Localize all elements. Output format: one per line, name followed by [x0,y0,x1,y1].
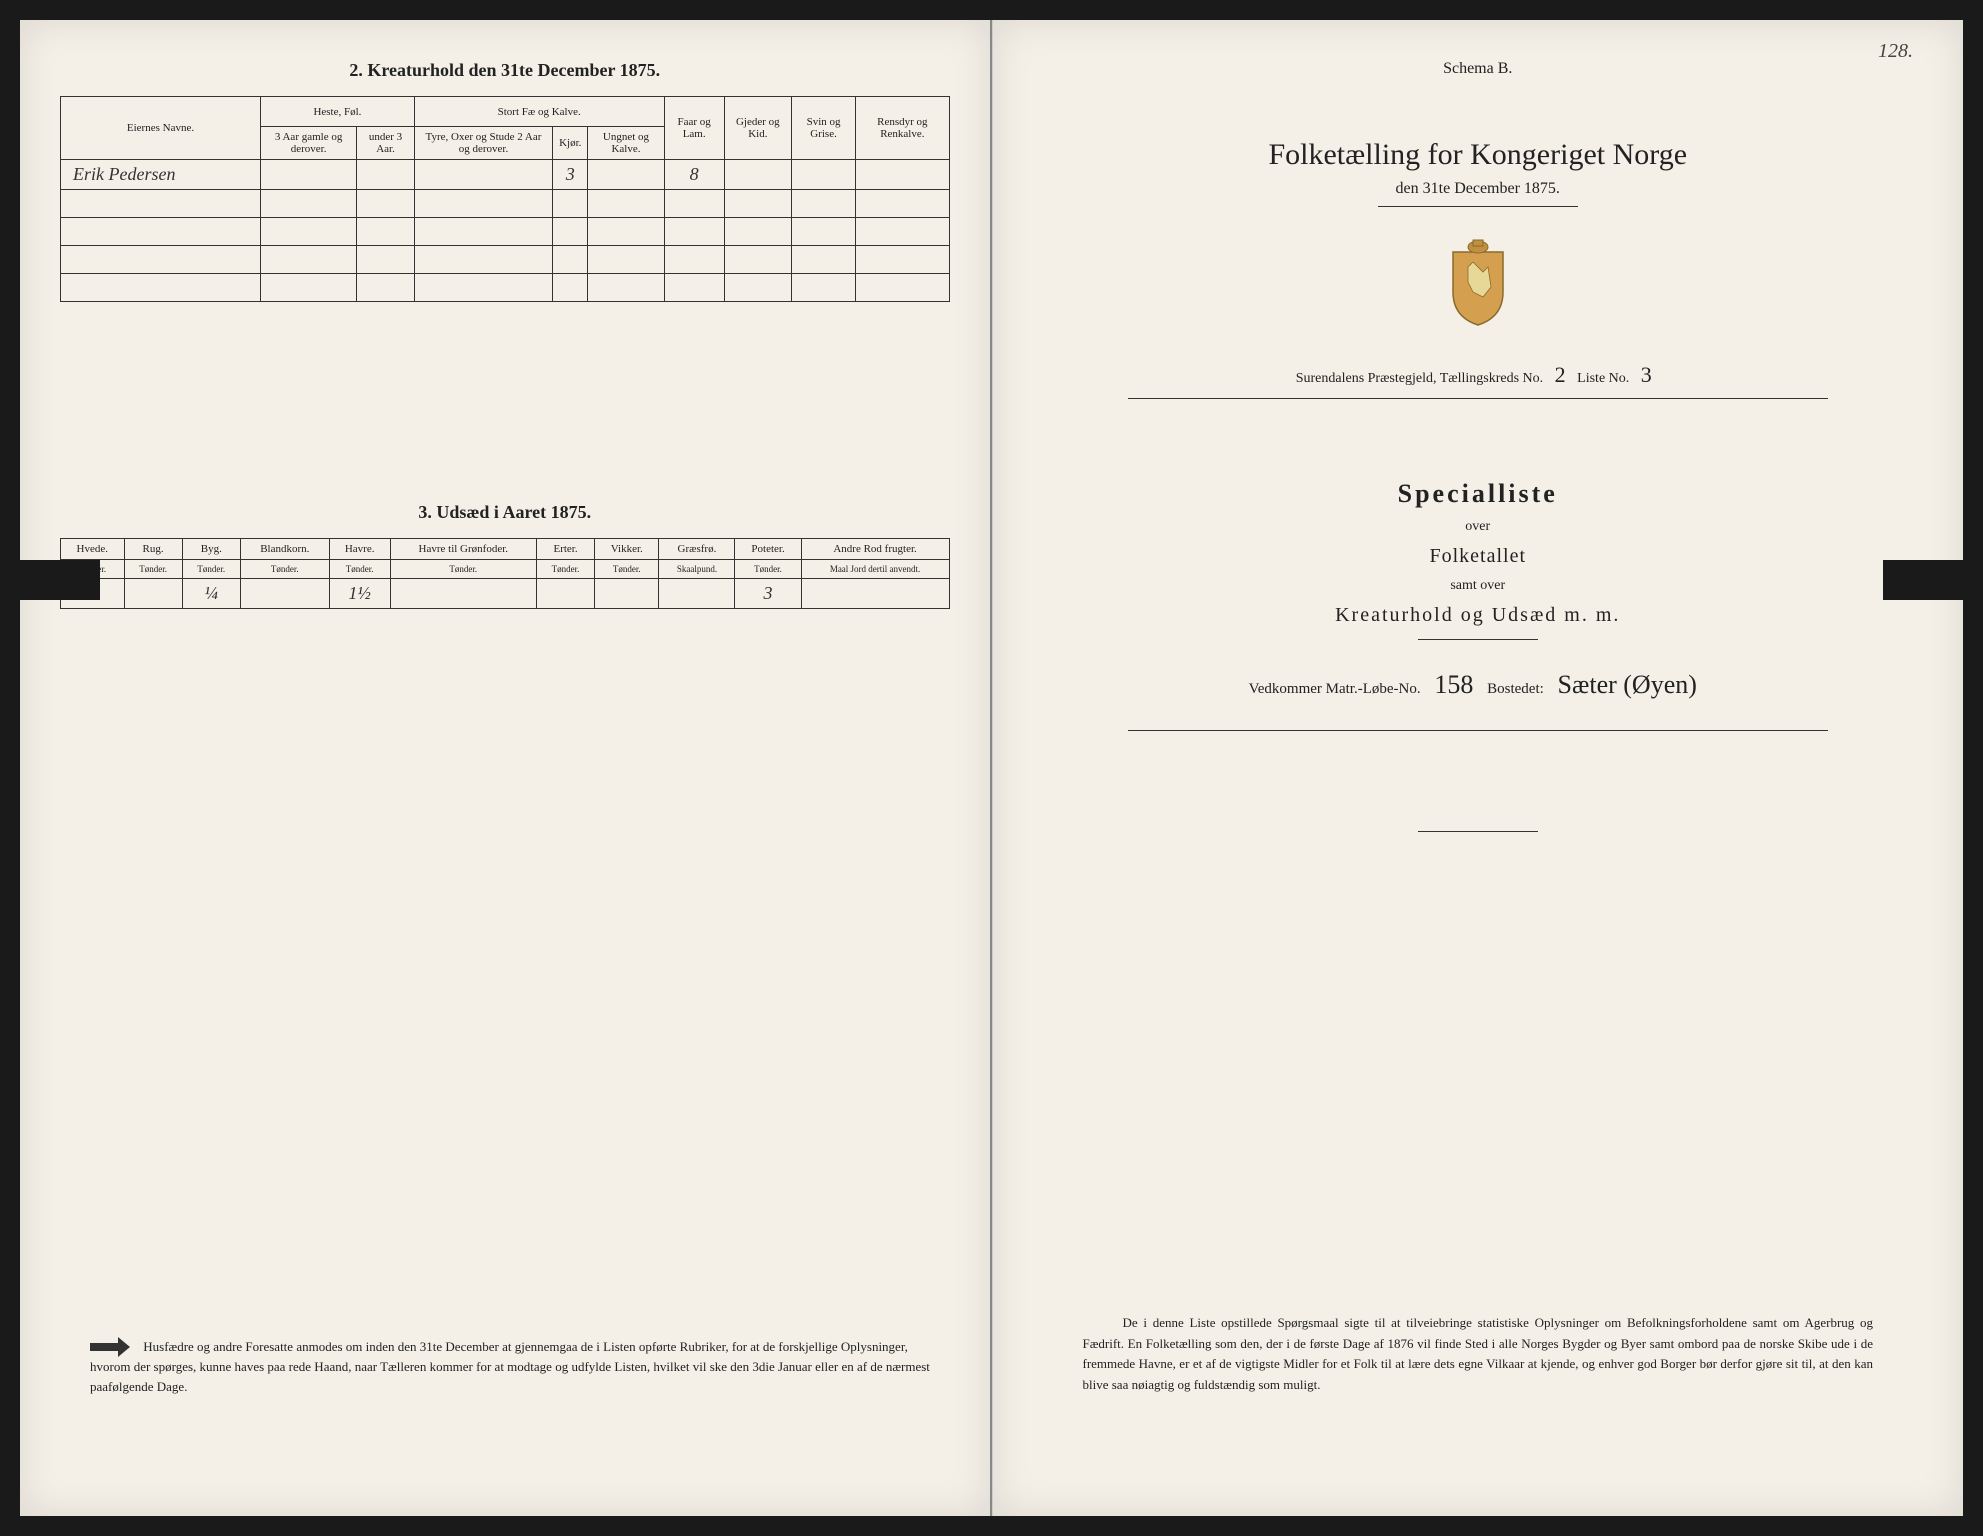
th-andre: Andre Rod frugter. [801,539,949,560]
page-number: 128. [1878,40,1913,63]
divider [1418,831,1538,832]
th-stort-sub3: Ungnet og Kalve. [588,127,664,160]
book-spread: 2. Kreaturhold den 31te December 1875. E… [20,20,1963,1516]
livestock-table: Eiernes Navne. Heste, Føl. Stort Fæ og K… [60,96,950,302]
cell [588,160,664,190]
seed-section: 3. Udsæd i Aaret 1875. Hvede. Rug. Byg. … [60,502,950,609]
cell-kjor: 3 [553,160,588,190]
samt-over: samt over [1033,578,1924,594]
divider [1418,639,1538,640]
table-row: Erik Pedersen 3 8 [61,160,950,190]
sub-tonder: Tønder. [536,560,594,579]
section3-title: 3. Udsæd i Aaret 1875. [60,502,950,523]
cell [659,579,735,609]
cell [124,579,182,609]
table-row [61,246,950,274]
bostedet: Sæter (Øyen) [1558,670,1697,699]
seed-table: Hvede. Rug. Byg. Blandkorn. Havre. Havre… [60,538,950,609]
folketallet: Folketallet [1033,545,1924,568]
footer-text: De i denne Liste opstillede Spørgsmaal s… [1083,1313,1874,1396]
vedkommer-line: Vedkommer Matr.-Løbe-No. 158 Bostedet: S… [1033,670,1924,700]
sub-tonder: Tønder. [329,560,390,579]
binding-clip-left [20,560,100,600]
th-gjeder: Gjeder og Kid. [724,97,791,160]
cell [724,160,791,190]
cell [357,160,415,190]
th-havre: Havre. [329,539,390,560]
sub-tonder: Tønder. [124,560,182,579]
th-heste-sub2: under 3 Aar. [357,127,415,160]
binding-clip-right [1883,560,1963,600]
kreatur-line: Kreaturhold og Udsæd m. m. [1033,604,1924,627]
main-title: Folketælling for Kongeriget Norge [1033,138,1924,172]
th-svin: Svin og Grise. [791,97,855,160]
th-stort-sub1: Tyre, Oxer og Stude 2 Aar og derover. [414,127,552,160]
sub-tonder: Tønder. [735,560,801,579]
cell-owner: Erik Pedersen [61,160,261,190]
th-stort-sub2: Kjør. [553,127,588,160]
cell [390,579,536,609]
th-vikker: Vikker. [595,539,659,560]
divider [1378,206,1578,207]
th-owner: Eiernes Navne. [61,97,261,160]
vedkommer-label: Vedkommer Matr.-Løbe-No. [1249,681,1421,697]
cell [414,160,552,190]
district-no: 2 [1555,362,1566,387]
table-row: ¼ 1½ 3 [61,579,950,609]
cell-poteter: 3 [735,579,801,609]
sub-tonder: Tønder. [240,560,329,579]
cell [595,579,659,609]
th-stort: Stort Fæ og Kalve. [414,97,664,127]
schema-label: Schema B. [1033,60,1924,78]
district-line: Surendalens Præstegjeld, Tællingskreds N… [1033,362,1924,388]
cell [856,160,949,190]
th-erter: Erter. [536,539,594,560]
cell [261,160,357,190]
th-heste: Heste, Føl. [261,97,415,127]
left-page: 2. Kreaturhold den 31te December 1875. E… [20,20,992,1516]
th-heste-sub1: 3 Aar gamle og derover. [261,127,357,160]
liste-no: 3 [1641,362,1652,387]
matr-no: 158 [1434,670,1473,699]
left-footer-note: Husfædre og andre Foresatte anmodes om i… [90,1337,940,1396]
th-havre-gron: Havre til Grønfoder. [390,539,536,560]
th-blandkorn: Blandkorn. [240,539,329,560]
sub-tonder: Tønder. [182,560,240,579]
th-hvede: Hvede. [61,539,125,560]
th-rensdyr: Rensdyr og Renkalve. [856,97,949,160]
table-row [61,218,950,246]
sub-tonder: Tønder. [390,560,536,579]
th-poteter: Poteter. [735,539,801,560]
th-byg: Byg. [182,539,240,560]
sub-skaalpund: Skaalpund. [659,560,735,579]
th-rug: Rug. [124,539,182,560]
coat-of-arms-icon [1033,237,1924,332]
sub-maal: Maal Jord dertil anvendt. [801,560,949,579]
table-row [61,274,950,302]
cell [240,579,329,609]
section2-title: 2. Kreaturhold den 31te December 1875. [60,60,950,81]
sub-tonder: Tønder. [595,560,659,579]
district-prefix: Surendalens Præstegjeld, Tællingskreds N… [1296,371,1543,386]
cell [801,579,949,609]
right-page: Schema B. 128. Folketælling for Kongerig… [992,20,1964,1516]
cell-byg: ¼ [182,579,240,609]
table-row [61,190,950,218]
divider [1128,730,1828,731]
divider [1128,398,1828,399]
cell [536,579,594,609]
right-footer-note: De i denne Liste opstillede Spørgsmaal s… [1083,1313,1874,1396]
liste-label: Liste No. [1577,371,1629,386]
cell-faar: 8 [664,160,724,190]
bostedet-label: Bostedet: [1487,681,1544,697]
th-faar: Faar og Lam. [664,97,724,160]
cell-havre: 1½ [329,579,390,609]
footer-text: Husfædre og andre Foresatte anmodes om i… [90,1339,930,1394]
pointing-hand-icon [90,1337,130,1357]
subtitle: den 31te December 1875. [1033,180,1924,198]
cell [791,160,855,190]
special-title: Specialliste [1033,479,1924,509]
over-label: over [1033,519,1924,535]
th-graesfro: Græsfrø. [659,539,735,560]
